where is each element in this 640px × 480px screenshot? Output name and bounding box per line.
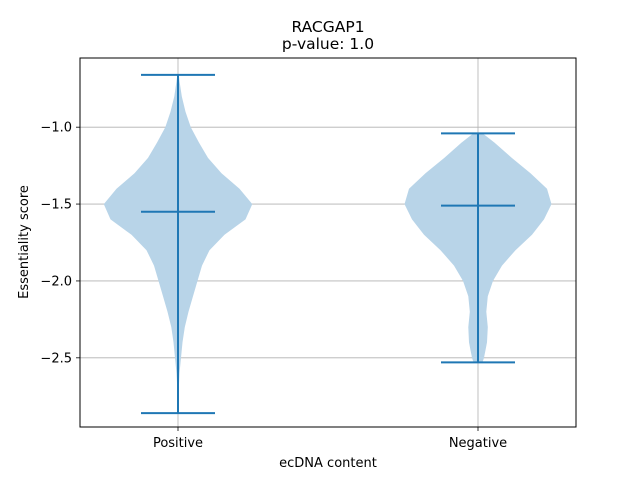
chart-subtitle: p-value: 1.0 bbox=[282, 35, 374, 53]
chart-title: RACGAP1 bbox=[291, 18, 364, 36]
y-tick-label: −1.5 bbox=[40, 198, 72, 213]
y-axis-label: Essentiality score bbox=[17, 185, 32, 299]
x-axis-label: ecDNA content bbox=[279, 456, 377, 471]
x-tick-label: Positive bbox=[153, 436, 203, 451]
ticks: −1.0 −1.5 −2.0 −2.5 Positive Negative bbox=[40, 121, 507, 451]
x-tick-label: Negative bbox=[449, 436, 507, 451]
y-tick-label: −2.0 bbox=[40, 274, 72, 289]
y-tick-label: −1.0 bbox=[40, 121, 72, 136]
violins bbox=[103, 73, 552, 415]
y-tick-label: −2.5 bbox=[40, 351, 72, 366]
plot-frame bbox=[79, 57, 577, 428]
